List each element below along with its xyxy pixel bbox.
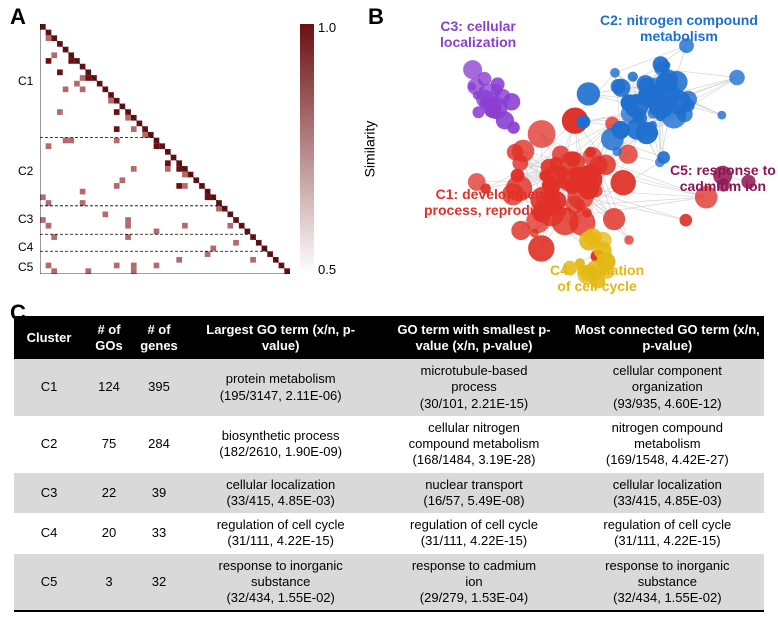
cell-cluster: C3 [14,473,84,514]
cell-cluster: C2 [14,416,84,473]
panel-b-network: C1: developmental process, reproduction C… [370,10,770,300]
cell-largest: protein metabolism (195/3147, 2.11E-06) [184,359,377,416]
table-row: C5332response to inorganic substance (32… [14,554,764,612]
table-header-row: Cluster # of GOs # of genes Largest GO t… [14,316,764,359]
cell-largest: regulation of cell cycle (31/111, 4.22E-… [184,513,377,554]
cell-connected: nitrogen compound metabolism (169/1548, … [571,416,764,473]
heatmap-svg [40,24,290,274]
cell-genes: 284 [134,416,184,473]
colorbar-gradient [300,24,314,274]
cell-cluster: C1 [14,359,84,416]
go-table: Cluster # of GOs # of genes Largest GO t… [14,316,764,612]
network-label-c3: C3: cellular localization [440,18,516,50]
cell-genes: 32 [134,554,184,612]
th-genes: # of genes [134,316,184,359]
cell-smallest: regulation of cell cycle (31/111, 4.22E-… [377,513,570,554]
panel-letter-a: A [10,4,26,30]
cell-connected: cellular localization (33/415, 4.85E-03) [571,473,764,514]
table-body: C1124395protein metabolism (195/3147, 2.… [14,359,764,611]
cell-gos: 3 [84,554,134,612]
cell-gos: 124 [84,359,134,416]
th-cluster: Cluster [14,316,84,359]
heatmap-label-c2: C2 [18,164,33,178]
th-smallest: GO term with smallest p-value (x/n, p-va… [377,316,570,359]
heatmap-label-c1: C1 [18,74,33,88]
network-label-c1: C1: developmental process, reproduction [424,186,572,218]
cell-largest: biosynthetic process (182/2610, 1.90E-09… [184,416,377,473]
th-gos: # of GOs [84,316,134,359]
network-label-c2: C2: nitrogen compound metabolism [600,12,758,44]
cell-smallest: nuclear transport (16/57, 5.49E-08) [377,473,570,514]
network-label-c5: C5: response to cadmium ion [670,162,776,194]
table-row: C1124395protein metabolism (195/3147, 2.… [14,359,764,416]
cell-gos: 20 [84,513,134,554]
figure-root: A B C C1 C2 C3 C4 C5 1.0 0.5 Similarity … [0,0,778,624]
cell-smallest: response to cadmium ion (29/279, 1.53E-0… [377,554,570,612]
cell-genes: 395 [134,359,184,416]
th-connected: Most connected GO term (x/n, p-value) [571,316,764,359]
th-largest: Largest GO term (x/n, p- value) [184,316,377,359]
cell-largest: cellular localization (33/415, 4.85E-03) [184,473,377,514]
panel-a-heatmap: C1 C2 C3 C4 C5 [40,24,290,274]
table-row: C42033regulation of cell cycle (31/111, … [14,513,764,554]
heatmap-label-c3: C3 [18,212,33,226]
network-label-c4: C4: regulation of cell cycle [550,262,644,294]
cell-cluster: C4 [14,513,84,554]
cell-smallest: cellular nitrogen compound metabolism (1… [377,416,570,473]
cell-gos: 22 [84,473,134,514]
panel-c-table: Cluster # of GOs # of genes Largest GO t… [14,316,764,612]
colorbar-tick-top: 1.0 [318,20,336,35]
table-row: C32239cellular localization (33/415, 4.8… [14,473,764,514]
cell-largest: response to inorganic substance (32/434,… [184,554,377,612]
cell-gos: 75 [84,416,134,473]
cell-connected: regulation of cell cycle (31/111, 4.22E-… [571,513,764,554]
table-row: C275284biosynthetic process (182/2610, 1… [14,416,764,473]
colorbar-tick-bottom: 0.5 [318,262,336,277]
cell-connected: response to inorganic substance (32/434,… [571,554,764,612]
cell-genes: 39 [134,473,184,514]
cell-genes: 33 [134,513,184,554]
cell-smallest: microtubule-based process (30/101, 2.21E… [377,359,570,416]
cell-cluster: C5 [14,554,84,612]
network-svg [370,10,770,300]
heatmap-label-c4: C4 [18,240,33,254]
cell-connected: cellular component organization (93/935,… [571,359,764,416]
colorbar: 1.0 0.5 Similarity [300,24,360,274]
heatmap-label-c5: C5 [18,260,33,274]
